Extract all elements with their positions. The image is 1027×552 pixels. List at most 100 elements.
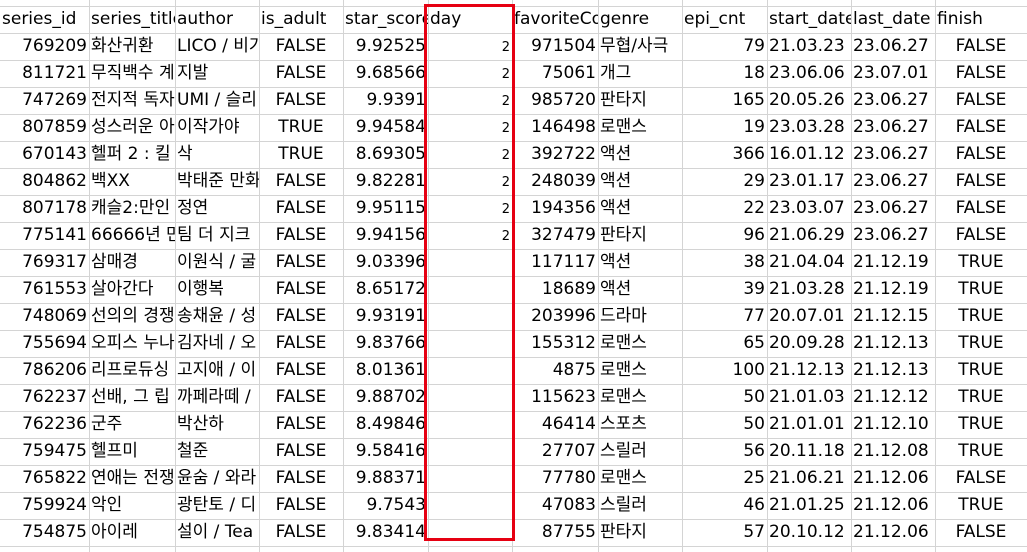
cell-day[interactable]: 2 <box>501 67 510 82</box>
cell-star-score[interactable]: 9.92525 <box>355 36 426 56</box>
cell-is-adult[interactable]: FALSE <box>275 495 327 515</box>
cell-series-id[interactable]: 765822 <box>22 468 87 488</box>
cell-series-id[interactable]: 670143 <box>22 144 87 164</box>
cell-finish[interactable]: TRUE <box>958 279 1004 299</box>
column-header-author[interactable]: author <box>177 9 234 29</box>
cell-finish[interactable]: FALSE <box>955 198 1007 218</box>
column-header-epi-cnt[interactable]: epi_cnt <box>684 9 746 29</box>
cell-genre[interactable]: 판타지 <box>600 522 647 542</box>
cell-day[interactable] <box>428 438 512 465</box>
cell-epi-cnt[interactable]: 18 <box>743 63 765 83</box>
cell-star-score[interactable]: 8.65172 <box>355 279 426 299</box>
cell-star-score[interactable]: 9.94584 <box>355 117 426 137</box>
cell-series-id[interactable]: 807859 <box>22 117 87 137</box>
cell-last-date[interactable]: 21.12.06 <box>853 522 929 542</box>
cell-genre[interactable]: 액션 <box>600 252 632 272</box>
cell-author[interactable]: 팀 더 지크 <box>177 225 251 245</box>
cell-star-score[interactable]: 9.94156 <box>355 225 426 245</box>
cell-star-score[interactable]: 9.95115 <box>355 198 426 218</box>
cell-series-title[interactable]: 연애는 전쟁 <box>91 468 175 488</box>
cell-series-id[interactable]: 747269 <box>22 90 87 110</box>
cell-series-title[interactable]: 캐슬2:만인 <box>91 198 171 218</box>
cell-favoritecount[interactable]: 203996 <box>531 306 596 326</box>
cell-is-adult[interactable]: FALSE <box>275 414 327 434</box>
cell-genre[interactable]: 드라마 <box>600 306 647 326</box>
cell-is-adult[interactable]: FALSE <box>275 387 327 407</box>
cell-series-title[interactable]: 백XX <box>91 171 130 191</box>
cell-start-date[interactable]: 20.10.12 <box>769 522 845 542</box>
cell-last-date[interactable]: 23.07.01 <box>853 63 929 83</box>
cell-epi-cnt[interactable]: 29 <box>743 171 765 191</box>
column-header-finish[interactable]: finish <box>937 9 983 29</box>
cell-genre[interactable]: 로맨스 <box>600 333 647 353</box>
cell-day[interactable]: 2 <box>501 148 510 163</box>
cell-author[interactable]: 김자네 / 오 <box>177 333 257 353</box>
cell-epi-cnt[interactable]: 25 <box>743 468 765 488</box>
cell-start-date[interactable]: 21.12.13 <box>769 360 845 380</box>
cell-series-title[interactable]: 아이레 <box>91 522 138 542</box>
cell-finish[interactable]: FALSE <box>955 144 1007 164</box>
cell-finish[interactable]: FALSE <box>955 90 1007 110</box>
cell-star-score[interactable]: 9.83766 <box>355 333 426 353</box>
cell-series-title[interactable]: 화산귀환 <box>91 36 154 56</box>
cell-epi-cnt[interactable]: 79 <box>743 36 765 56</box>
cell-is-adult[interactable]: FALSE <box>275 333 327 353</box>
cell-is-adult[interactable]: TRUE <box>278 117 324 137</box>
cell-author[interactable]: UMI / 슬리 <box>177 90 257 110</box>
cell-author[interactable]: 철준 <box>177 441 209 461</box>
cell-finish[interactable]: FALSE <box>955 225 1007 245</box>
cell-is-adult[interactable]: FALSE <box>275 198 327 218</box>
cell-start-date[interactable]: 21.03.28 <box>769 279 845 299</box>
cell-author[interactable]: 고지애 / 이 <box>177 360 257 380</box>
cell-favoritecount[interactable]: 327479 <box>531 225 596 245</box>
cell-day[interactable] <box>428 465 512 492</box>
cell-start-date[interactable]: 23.03.07 <box>769 198 845 218</box>
cell-day[interactable] <box>428 492 512 519</box>
cell-start-date[interactable]: 20.05.26 <box>769 90 845 110</box>
column-header-day[interactable]: day <box>430 9 462 29</box>
cell-epi-cnt[interactable]: 165 <box>732 90 765 110</box>
cell-epi-cnt[interactable]: 65 <box>743 333 765 353</box>
cell-genre[interactable]: 액션 <box>600 198 632 218</box>
cell-series-id[interactable]: 786206 <box>22 360 87 380</box>
cell-finish[interactable]: FALSE <box>955 117 1007 137</box>
cell-is-adult[interactable]: TRUE <box>278 144 324 164</box>
cell-favoritecount[interactable]: 146498 <box>531 117 596 137</box>
cell-favoritecount[interactable]: 115623 <box>531 387 596 407</box>
cell-series-id[interactable]: 761553 <box>22 279 87 299</box>
cell-series-title[interactable]: 선배, 그 립 <box>91 387 170 407</box>
cell-day[interactable] <box>428 276 512 303</box>
cell-favoritecount[interactable]: 985720 <box>531 90 596 110</box>
cell-genre[interactable]: 스릴러 <box>600 495 647 515</box>
cell-last-date[interactable]: 21.12.13 <box>853 360 929 380</box>
cell-last-date[interactable]: 21.12.15 <box>853 306 929 326</box>
cell-last-date[interactable]: 23.06.27 <box>853 90 929 110</box>
cell-genre[interactable]: 판타지 <box>600 225 647 245</box>
cell-day[interactable] <box>428 384 512 411</box>
cell-epi-cnt[interactable]: 56 <box>743 441 765 461</box>
cell-series-title[interactable]: 성스러운 아 <box>91 117 175 137</box>
cell-author[interactable]: 송채윤 / 성 <box>177 306 257 326</box>
cell-day[interactable] <box>428 519 512 546</box>
cell-day[interactable]: 2 <box>501 94 510 109</box>
cell-last-date[interactable]: 23.06.27 <box>853 36 929 56</box>
cell-favoritecount[interactable]: 27707 <box>541 441 596 461</box>
cell-start-date[interactable]: 16.01.12 <box>769 144 845 164</box>
cell-finish[interactable]: TRUE <box>958 306 1004 326</box>
cell-last-date[interactable]: 23.06.27 <box>853 144 929 164</box>
cell-last-date[interactable]: 23.06.27 <box>853 117 929 137</box>
cell-star-score[interactable]: 8.69305 <box>355 144 426 164</box>
cell-day[interactable]: 2 <box>501 229 510 244</box>
cell-favoritecount[interactable]: 46414 <box>541 414 596 434</box>
cell-finish[interactable]: TRUE <box>958 252 1004 272</box>
cell-epi-cnt[interactable]: 50 <box>743 414 765 434</box>
cell-genre[interactable]: 로맨스 <box>600 468 647 488</box>
cell-is-adult[interactable]: FALSE <box>275 441 327 461</box>
cell-genre[interactable]: 스포츠 <box>600 414 647 434</box>
cell-author[interactable]: 박태준 만화 <box>177 171 259 191</box>
cell-genre[interactable]: 무협/사극 <box>600 36 669 56</box>
cell-start-date[interactable]: 20.09.28 <box>769 333 845 353</box>
cell-start-date[interactable]: 21.04.04 <box>769 252 845 272</box>
cell-author[interactable]: 설이 / Tea <box>177 522 254 542</box>
cell-series-title[interactable]: 삼매경 <box>91 252 138 272</box>
